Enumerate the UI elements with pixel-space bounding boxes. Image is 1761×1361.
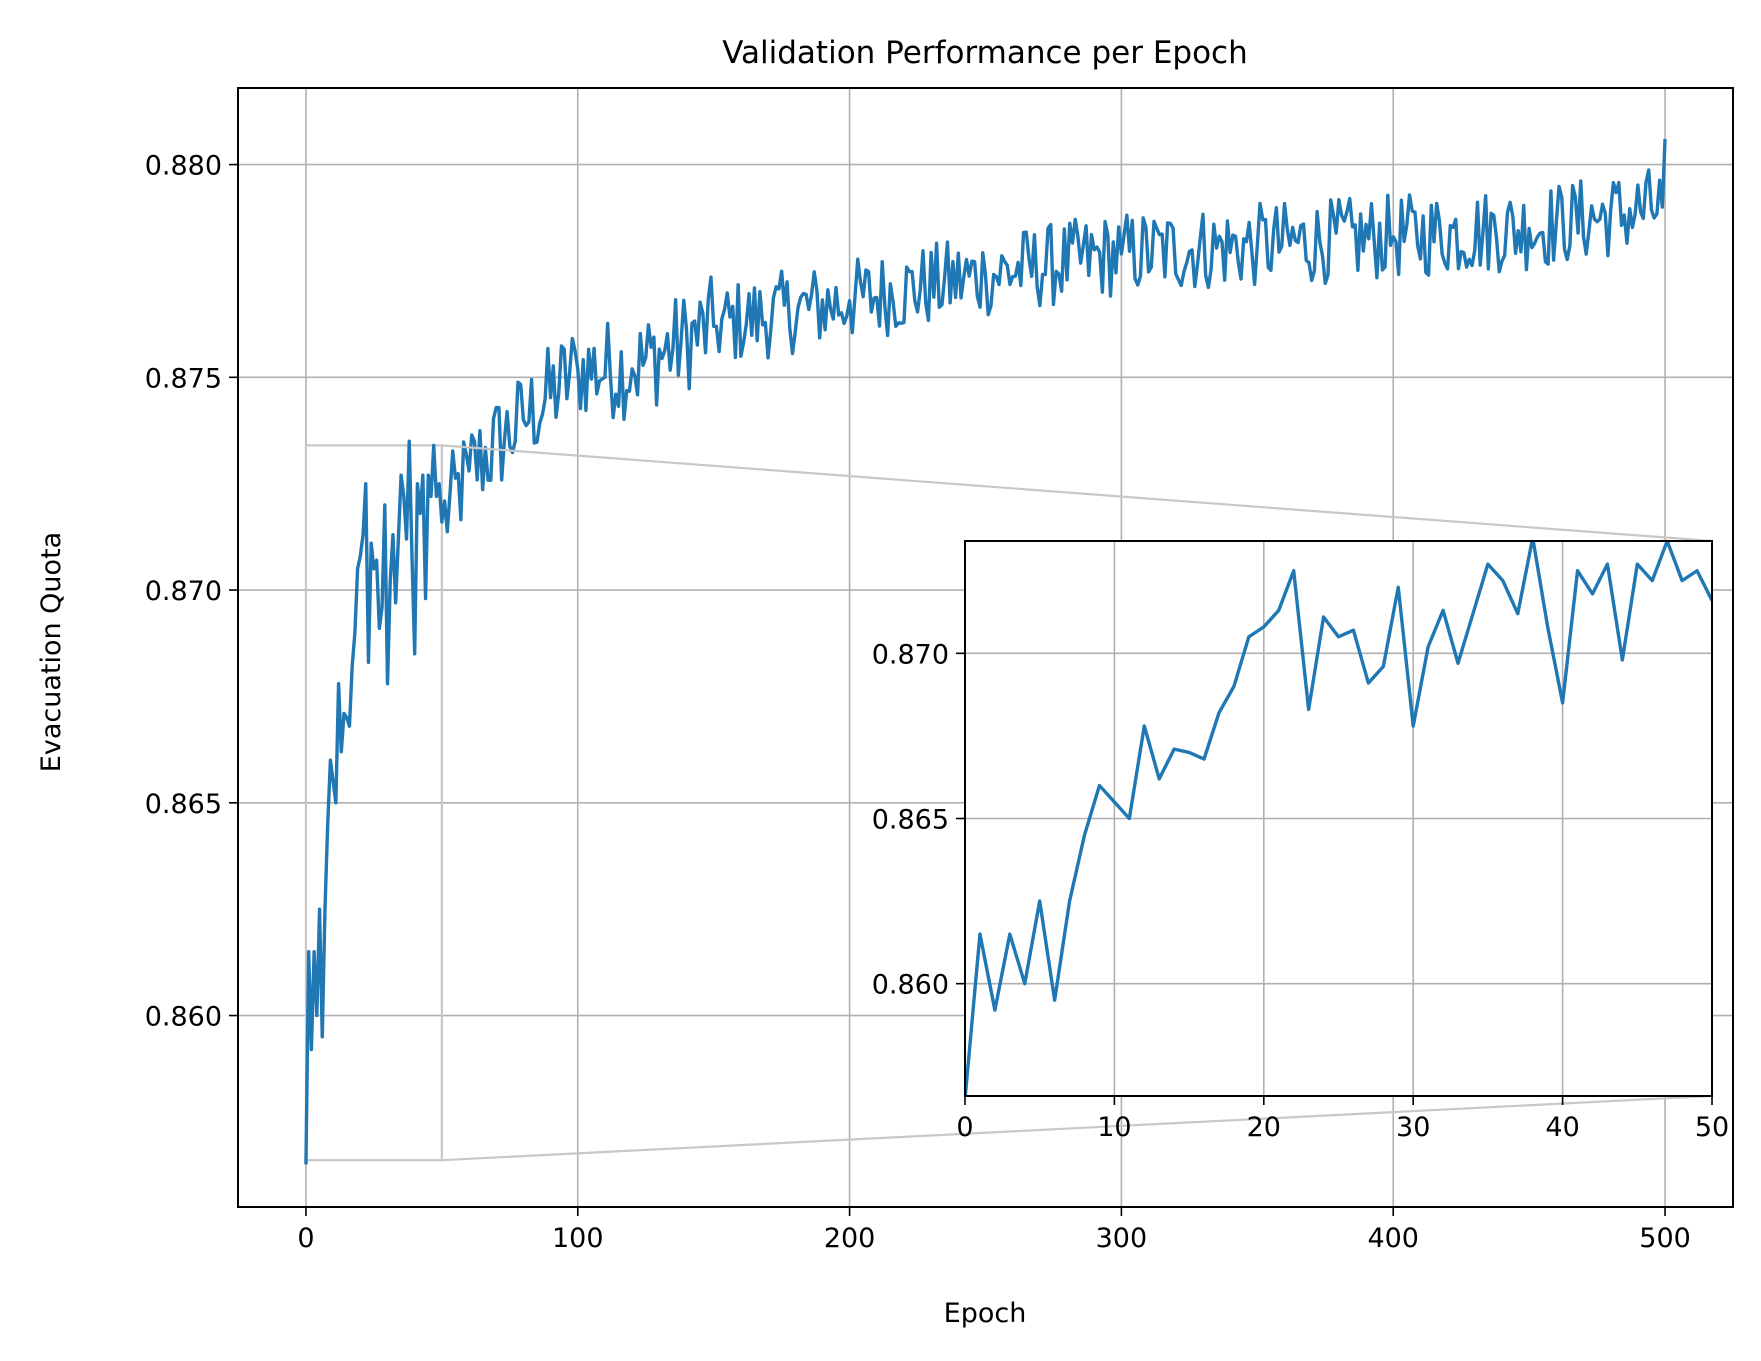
zoom-connector-bottom	[441, 1094, 1713, 1162]
inset-series-line	[965, 541, 1712, 1096]
inset-y-tick-label: 0.865	[872, 805, 949, 836]
x-tick-label: 100	[552, 1223, 604, 1254]
series-line	[304, 138, 1667, 1165]
inset-x-tick-label: 10	[1097, 1112, 1131, 1143]
x-axis-label: Epoch	[944, 1298, 1027, 1329]
zoom-indicator-box	[304, 444, 443, 1162]
inset-x-tick-label: 20	[1247, 1112, 1281, 1143]
zoom-connector-top	[441, 444, 1713, 543]
inset-axes: 0 10 20 30 40 50 0.860 0.865 0.870	[872, 540, 1729, 1143]
x-tick-label: 200	[824, 1223, 876, 1254]
y-tick-label: 0.865	[145, 789, 222, 820]
x-tick-label: 500	[1639, 1223, 1691, 1254]
chart-title: Validation Performance per Epoch	[722, 35, 1248, 71]
x-tick-label: 300	[1096, 1223, 1148, 1254]
y-tick-label: 0.860	[145, 1002, 222, 1033]
inset-x-tick-label: 0	[956, 1112, 973, 1143]
main-plot-frame	[237, 87, 1734, 1208]
inset-y-tick-label: 0.870	[872, 639, 949, 670]
x-tick-label: 0	[297, 1223, 314, 1254]
inset-x-tick-label: 40	[1545, 1112, 1579, 1143]
y-tick-label: 0.880	[145, 151, 222, 182]
inset-y-tick-label: 0.860	[872, 970, 949, 1001]
inset-plot-frame	[964, 540, 1713, 1097]
x-tick-label: 400	[1367, 1223, 1419, 1254]
inset-x-tick-label: 50	[1695, 1112, 1729, 1143]
y-tick-label: 0.870	[145, 576, 222, 607]
y-axis-label: Evacuation Quota	[36, 532, 67, 772]
y-tick-label: 0.875	[145, 363, 222, 394]
inset-x-tick-label: 30	[1396, 1112, 1430, 1143]
